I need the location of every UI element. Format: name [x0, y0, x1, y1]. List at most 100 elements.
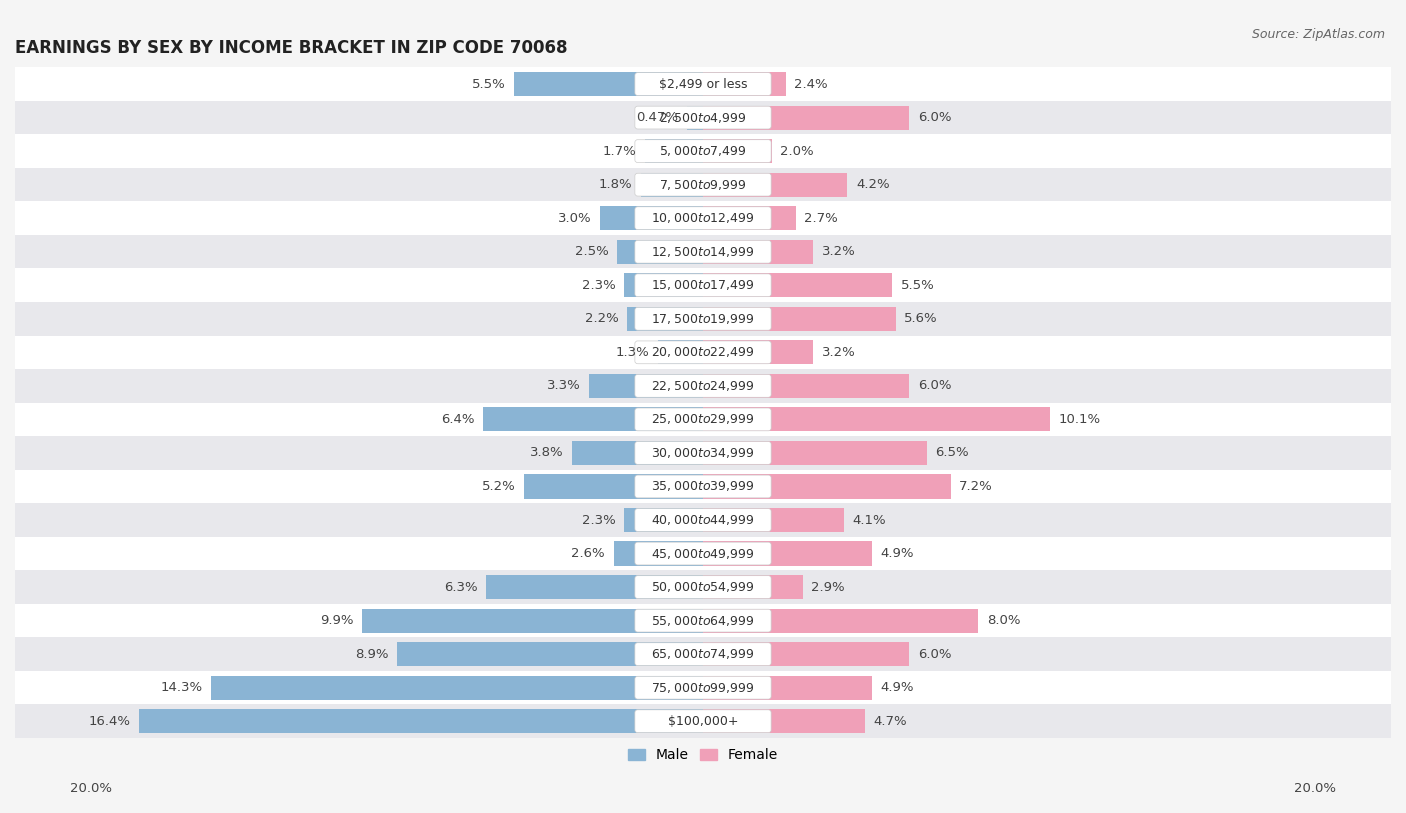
Text: 5.2%: 5.2%	[482, 480, 516, 493]
Bar	[703, 172, 848, 197]
Text: 2.6%: 2.6%	[571, 547, 605, 560]
Bar	[624, 273, 703, 298]
Bar	[703, 72, 786, 96]
FancyBboxPatch shape	[636, 375, 770, 398]
FancyBboxPatch shape	[636, 72, 770, 95]
FancyBboxPatch shape	[636, 643, 770, 666]
FancyBboxPatch shape	[636, 241, 770, 263]
Text: $5,000 to $7,499: $5,000 to $7,499	[659, 144, 747, 158]
Bar	[617, 240, 703, 263]
FancyBboxPatch shape	[636, 676, 770, 699]
Bar	[363, 609, 703, 633]
Text: 4.9%: 4.9%	[880, 547, 914, 560]
Text: 6.4%: 6.4%	[440, 413, 474, 426]
Text: 4.7%: 4.7%	[873, 715, 907, 728]
Text: 4.9%: 4.9%	[880, 681, 914, 694]
Text: 5.5%: 5.5%	[901, 279, 935, 292]
Text: $65,000 to $74,999: $65,000 to $74,999	[651, 647, 755, 661]
FancyBboxPatch shape	[636, 107, 770, 129]
Text: 2.2%: 2.2%	[585, 312, 619, 325]
Text: $45,000 to $49,999: $45,000 to $49,999	[651, 546, 755, 560]
Bar	[15, 268, 1391, 302]
Text: 8.9%: 8.9%	[354, 648, 388, 661]
Bar	[703, 106, 910, 129]
Bar	[15, 168, 1391, 202]
Text: $17,500 to $19,999: $17,500 to $19,999	[651, 312, 755, 326]
Bar	[139, 709, 703, 733]
Text: 4.2%: 4.2%	[856, 178, 890, 191]
Bar	[641, 172, 703, 197]
Bar	[613, 541, 703, 566]
Text: 7.2%: 7.2%	[959, 480, 993, 493]
FancyBboxPatch shape	[636, 609, 770, 632]
Bar	[703, 307, 896, 331]
Text: 2.0%: 2.0%	[780, 145, 814, 158]
FancyBboxPatch shape	[636, 173, 770, 196]
Text: $20,000 to $22,499: $20,000 to $22,499	[651, 346, 755, 359]
Text: 2.5%: 2.5%	[575, 246, 609, 259]
Text: $50,000 to $54,999: $50,000 to $54,999	[651, 580, 755, 594]
Bar	[15, 671, 1391, 704]
Bar	[15, 369, 1391, 402]
FancyBboxPatch shape	[636, 307, 770, 330]
Bar	[703, 374, 910, 398]
Bar	[703, 676, 872, 700]
Text: 3.8%: 3.8%	[530, 446, 564, 459]
Bar	[688, 106, 703, 129]
Bar	[15, 402, 1391, 436]
Bar	[703, 642, 910, 666]
Bar	[703, 139, 772, 163]
Text: 3.2%: 3.2%	[821, 346, 855, 359]
Text: $12,500 to $14,999: $12,500 to $14,999	[651, 245, 755, 259]
Text: 8.0%: 8.0%	[987, 614, 1021, 627]
Bar	[15, 503, 1391, 537]
Text: 20.0%: 20.0%	[70, 782, 112, 795]
Text: 5.6%: 5.6%	[904, 312, 938, 325]
Bar	[703, 541, 872, 566]
Text: 1.7%: 1.7%	[602, 145, 636, 158]
Bar	[15, 637, 1391, 671]
FancyBboxPatch shape	[636, 341, 770, 363]
Text: $2,499 or less: $2,499 or less	[659, 77, 747, 90]
Text: $35,000 to $39,999: $35,000 to $39,999	[651, 480, 755, 493]
Text: 6.3%: 6.3%	[444, 580, 478, 593]
Bar	[703, 475, 950, 498]
Bar	[15, 235, 1391, 268]
Text: $10,000 to $12,499: $10,000 to $12,499	[651, 211, 755, 225]
Text: 2.3%: 2.3%	[582, 279, 616, 292]
Text: 6.0%: 6.0%	[918, 648, 952, 661]
Bar	[703, 407, 1050, 432]
Bar	[703, 441, 927, 465]
Bar	[703, 575, 803, 599]
Text: 3.0%: 3.0%	[558, 211, 591, 224]
Bar	[703, 273, 893, 298]
Text: 1.8%: 1.8%	[599, 178, 633, 191]
Text: $40,000 to $44,999: $40,000 to $44,999	[651, 513, 755, 527]
Bar	[703, 240, 813, 263]
Bar	[703, 341, 813, 364]
Bar	[15, 336, 1391, 369]
Bar	[600, 207, 703, 230]
Text: $75,000 to $99,999: $75,000 to $99,999	[651, 680, 755, 694]
Text: 2.7%: 2.7%	[804, 211, 838, 224]
Text: 3.2%: 3.2%	[821, 246, 855, 259]
Text: 9.9%: 9.9%	[321, 614, 354, 627]
Text: 3.3%: 3.3%	[547, 380, 581, 393]
Bar	[15, 570, 1391, 604]
Bar	[572, 441, 703, 465]
Text: 0.47%: 0.47%	[637, 111, 678, 124]
Bar	[15, 537, 1391, 570]
Bar	[627, 307, 703, 331]
FancyBboxPatch shape	[636, 542, 770, 565]
FancyBboxPatch shape	[636, 509, 770, 532]
Bar	[524, 475, 703, 498]
FancyBboxPatch shape	[636, 207, 770, 229]
Text: $2,500 to $4,999: $2,500 to $4,999	[659, 111, 747, 124]
Bar	[658, 341, 703, 364]
Legend: Male, Female: Male, Female	[623, 743, 783, 768]
Text: 2.3%: 2.3%	[582, 514, 616, 527]
Text: EARNINGS BY SEX BY INCOME BRACKET IN ZIP CODE 70068: EARNINGS BY SEX BY INCOME BRACKET IN ZIP…	[15, 39, 568, 58]
Bar	[482, 407, 703, 432]
Text: 1.3%: 1.3%	[616, 346, 650, 359]
Text: 6.0%: 6.0%	[918, 111, 952, 124]
